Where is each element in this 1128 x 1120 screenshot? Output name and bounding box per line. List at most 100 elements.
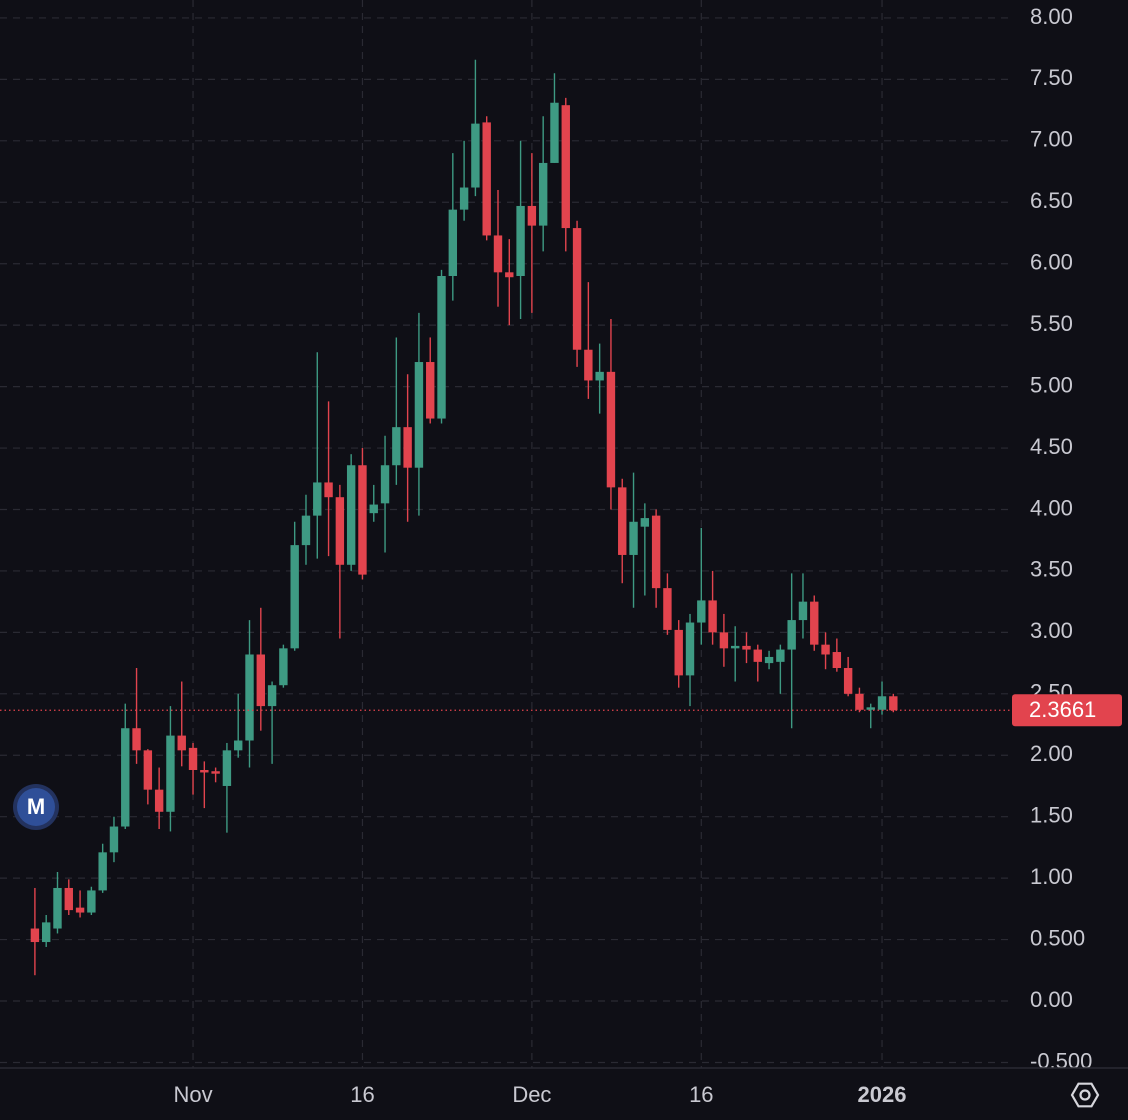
x-tick-label: Nov [173, 1082, 212, 1107]
settings-hexagon [1070, 1082, 1100, 1108]
candle-body [719, 632, 729, 649]
settings-dot [1079, 1089, 1091, 1101]
x-tick-label: 16 [350, 1082, 374, 1107]
candle-body [787, 620, 796, 650]
candle-body [403, 427, 412, 468]
candle-body [685, 622, 695, 676]
candle-body [143, 750, 153, 790]
candle-body [538, 162, 548, 226]
y-axis: 8.00 7.50 7.00 6.50 6.00 5.50 5.00 4.50 4.00 3.50… [1030, 4, 1092, 1073]
candle-body [855, 693, 864, 710]
y-tick-label: 4.00 [1030, 495, 1073, 520]
candle-body [764, 656, 774, 664]
candle-body [426, 362, 435, 419]
candle-body [188, 747, 198, 771]
candle-body [53, 887, 62, 929]
candle-body [109, 826, 119, 853]
y-tick-label: 0.500 [1030, 925, 1085, 950]
candle-body [267, 685, 277, 707]
candle-body [414, 362, 424, 468]
candle-body [301, 515, 311, 546]
candle-body [392, 427, 401, 466]
candle-body [595, 371, 604, 381]
candle-body [889, 696, 898, 711]
x-axis: Nov 16 Dec 16 2026 [173, 1082, 906, 1107]
y-tick-label: 5.50 [1030, 311, 1073, 336]
candle-body [154, 789, 164, 812]
candle-body [234, 740, 243, 751]
candle-body [843, 668, 853, 694]
candle-body [75, 907, 85, 913]
candle-body [166, 735, 175, 812]
badge-text: M [27, 794, 45, 819]
candle-body [629, 521, 638, 555]
candle-body [132, 728, 141, 751]
y-tick-label: 6.50 [1030, 188, 1073, 213]
candle-body [279, 648, 288, 686]
x-tick-label: 16 [689, 1082, 713, 1107]
candle-body [493, 235, 503, 273]
candle-body [708, 600, 717, 633]
candle-body [437, 276, 446, 419]
y-tick-label: 1.50 [1030, 803, 1073, 828]
y-tick-label: 6.00 [1030, 250, 1073, 275]
candle-body [618, 487, 627, 555]
candle-body [459, 187, 469, 210]
candle-body [222, 750, 232, 786]
candle-body [121, 728, 130, 827]
last-price-box [1012, 694, 1122, 727]
candle-body [200, 770, 209, 773]
candle-body [471, 123, 480, 188]
candle-body [742, 645, 751, 650]
y-tick-label: 1.00 [1030, 864, 1073, 889]
y-tick-label: 3.00 [1030, 618, 1073, 643]
candle-body [640, 518, 650, 527]
candle-body [41, 922, 51, 943]
y-tick-label: 0.00 [1030, 987, 1073, 1012]
candle-body [245, 654, 254, 741]
settings-icon[interactable] [1070, 1082, 1100, 1108]
candle-body [30, 928, 40, 943]
candle-body [798, 601, 808, 621]
candle-body [730, 645, 740, 649]
candle-body [313, 482, 322, 516]
last-price: 2.3661 [0, 694, 1122, 727]
candle-body [335, 497, 345, 565]
candle-body [505, 272, 514, 278]
y-tick-label: -0.500 [1030, 1048, 1092, 1073]
candle-body [753, 649, 762, 662]
candle-body [877, 696, 887, 710]
candle-body [606, 371, 616, 488]
badge[interactable]: M [13, 784, 59, 830]
candle-body [380, 465, 390, 504]
y-tick-label: 4.50 [1030, 434, 1073, 459]
candle-body [87, 890, 96, 913]
candle-body [516, 205, 525, 277]
last-price-label: 2.3661 [1029, 697, 1096, 722]
candle-body [324, 482, 333, 498]
y-tick-label: 8.00 [1030, 4, 1073, 29]
candle-body [98, 852, 107, 891]
y-tick-label: 5.00 [1030, 372, 1073, 397]
y-tick-label: 7.50 [1030, 65, 1073, 90]
candle-body [832, 652, 842, 669]
badge-circle [17, 788, 55, 826]
candle-body [810, 601, 819, 645]
x-tick-label: Dec [512, 1082, 551, 1107]
candle-body [584, 349, 593, 381]
candle-body [821, 644, 830, 655]
y-tick-label: 3.50 [1030, 557, 1073, 582]
candle-body [572, 228, 582, 350]
candle-body [527, 205, 537, 226]
candle-body [177, 735, 186, 751]
candle-body [663, 588, 672, 630]
candle-body [866, 707, 875, 710]
candle-body [776, 649, 785, 662]
candle-body [290, 545, 299, 649]
candle-body [561, 105, 570, 229]
candle-body [369, 504, 378, 514]
candle-body [211, 771, 220, 774]
candle-body [550, 102, 559, 163]
